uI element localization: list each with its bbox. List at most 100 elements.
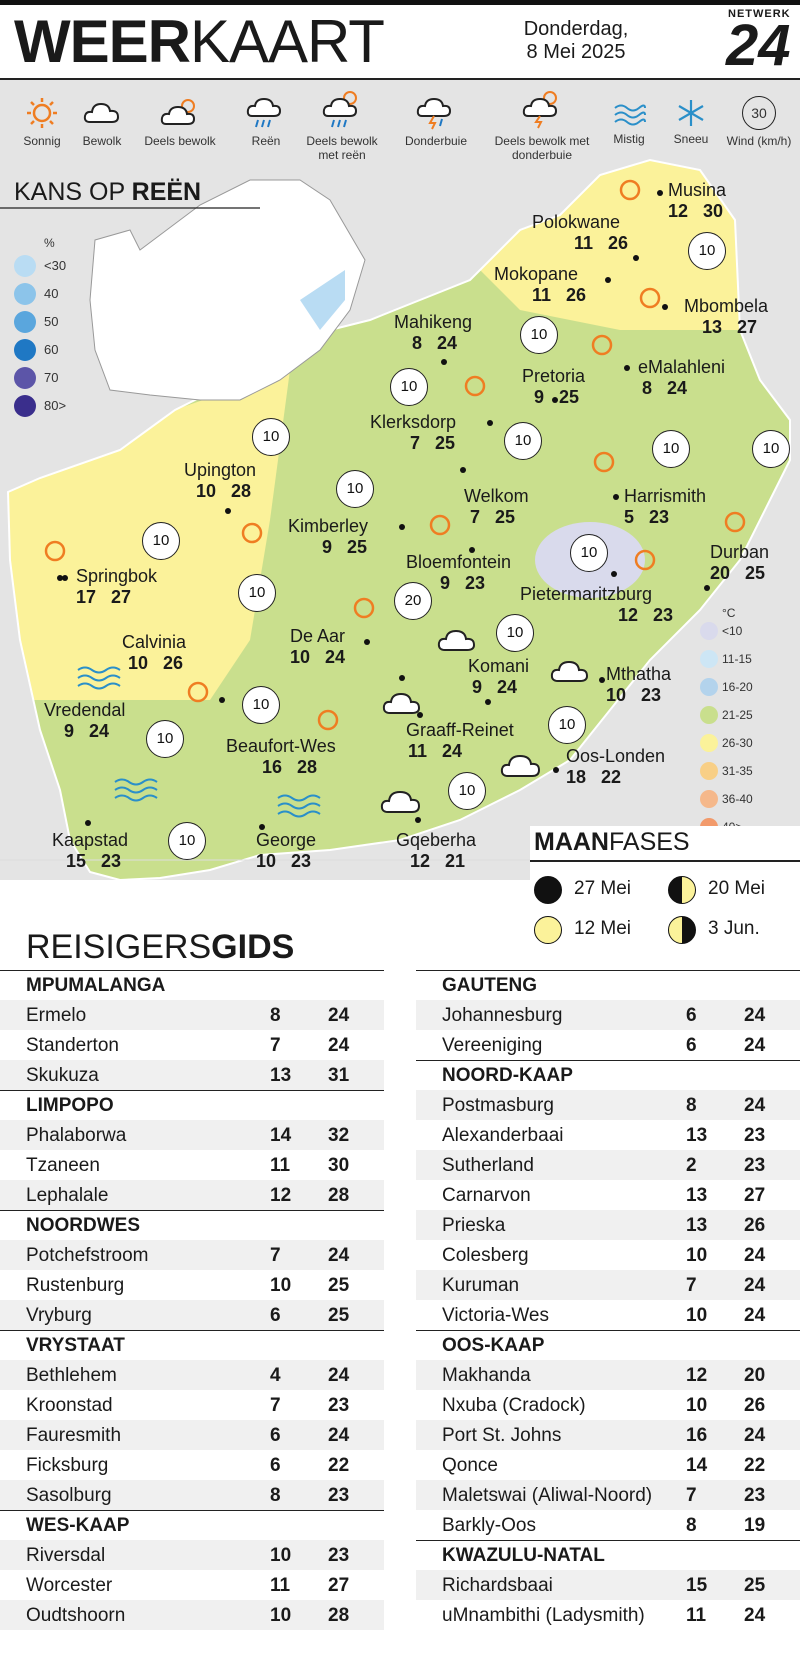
- max-temp: 24: [744, 1245, 766, 1266]
- max-temp: 25: [328, 1275, 350, 1296]
- min-temp: 13: [686, 1215, 708, 1236]
- min-temp: 6: [686, 1005, 697, 1026]
- max-temp: 25: [744, 1575, 766, 1596]
- max-temp: 27: [328, 1575, 350, 1596]
- temp-label: 21-25: [722, 708, 753, 722]
- town-name: Sutherland: [442, 1155, 534, 1176]
- town-name: Prieska: [442, 1215, 506, 1236]
- guide-row: Vryburg 6 25: [0, 1300, 384, 1330]
- guide-row: Kroonstad 7 23: [0, 1390, 384, 1420]
- town-name: Maletswai (Aliwal-Noord): [442, 1485, 653, 1506]
- min-temp: 8: [686, 1095, 697, 1116]
- city-durban: Durban 20 25: [710, 542, 770, 583]
- legend-wind: 30 Wind (km/h): [726, 96, 792, 148]
- town-name: Nxuba (Cradock): [442, 1395, 586, 1416]
- partly-cloudy-icon: [160, 99, 196, 125]
- max-temp: 23: [328, 1485, 350, 1506]
- guide-row: Colesberg 10 24: [416, 1240, 800, 1270]
- city-mokopane: Mokopane 11 26: [494, 264, 587, 305]
- town-name: Makhanda: [442, 1365, 531, 1386]
- city-harrismith: Harrismith 5 23: [624, 486, 707, 527]
- min-temp: 8: [270, 1485, 281, 1506]
- min-temp: 7: [270, 1035, 281, 1056]
- min-temp: 15: [686, 1575, 708, 1596]
- wind-marker: 10: [252, 418, 290, 456]
- max-temp: 24: [328, 1245, 350, 1266]
- min-temp: 10: [686, 1395, 708, 1416]
- legend-sun: Sonnig: [12, 96, 72, 148]
- temp-swatch: [700, 706, 718, 724]
- temp-swatch: [700, 734, 718, 752]
- guide-row: Sutherland 2 23: [416, 1150, 800, 1180]
- city-springbok: Springbok 17 27: [76, 566, 158, 607]
- town-name: Lephalale: [26, 1185, 109, 1206]
- guide-row: Standerton 7 24: [0, 1030, 384, 1060]
- max-temp: 25: [328, 1305, 350, 1326]
- city-graaff-reinet: Graaff-Reinet 11 24: [406, 720, 514, 761]
- legend-partly-cloudy-thunder: Deels bewolk met donderbuie: [490, 90, 594, 162]
- province-heading: OOS-KAAP: [416, 1330, 800, 1360]
- guide-row: Qonce 14 22: [416, 1450, 800, 1480]
- partly-cloudy-thunder-icon: [522, 91, 558, 129]
- legend-mist: Mistig: [602, 98, 656, 146]
- wind-marker: 10: [390, 368, 428, 406]
- guide-row: Fauresmith 6 24: [0, 1420, 384, 1450]
- guide-row: Victoria-Wes 10 24: [416, 1300, 800, 1330]
- min-temp: 6: [270, 1425, 281, 1446]
- guide-row: Worcester 11 27: [0, 1570, 384, 1600]
- rain-label: 50: [44, 314, 59, 329]
- wind-marker: 10: [504, 422, 542, 460]
- logo-number: 24: [726, 13, 791, 78]
- guide-title: REISIGERSGIDS: [26, 928, 295, 966]
- moon-phases-panel: MAANFASES 27 Mei 20 Mei 12 Mei 3 Jun.: [530, 826, 800, 954]
- town-name: Port St. Johns: [442, 1425, 562, 1446]
- logo-caption: NETWERK: [728, 8, 791, 20]
- max-temp: 24: [744, 1005, 766, 1026]
- guide-row: Lephalale 12 28: [0, 1180, 384, 1210]
- town-name: Bethlehem: [26, 1365, 117, 1386]
- weather-map: [0, 80, 800, 920]
- min-temp: 11: [270, 1575, 291, 1596]
- wind-marker: 10: [520, 316, 558, 354]
- min-temp: 10: [270, 1545, 292, 1566]
- max-temp: 24: [744, 1605, 766, 1626]
- city-pretoria: Pretoria 9 25: [522, 366, 586, 407]
- town-name: Sasolburg: [26, 1485, 112, 1506]
- moon-date: 12 Mei: [574, 918, 632, 939]
- wind-marker: 10: [752, 430, 790, 468]
- province-heading: WES-KAAP: [0, 1510, 384, 1540]
- city-upington: Upington 10 28: [184, 460, 257, 501]
- wind-marker: 10: [496, 614, 534, 652]
- min-temp: 16: [686, 1425, 708, 1446]
- max-temp: 24: [328, 1005, 350, 1026]
- min-temp: 8: [686, 1515, 697, 1536]
- guide-row: Ermelo 8 24: [0, 1000, 384, 1030]
- max-temp: 28: [328, 1185, 350, 1206]
- rain-swatch: [14, 339, 36, 361]
- city-pietermaritzburg: Pietermaritzburg 12 23: [520, 584, 674, 625]
- town-name: Kroonstad: [26, 1395, 113, 1416]
- wind-marker: 10: [548, 706, 586, 744]
- town-name: Carnarvon: [442, 1185, 531, 1206]
- town-name: Tzaneen: [26, 1155, 100, 1176]
- page-title: WEERKAART: [14, 8, 385, 75]
- temp-label: 11-15: [722, 652, 752, 666]
- mist-icon: [614, 104, 646, 126]
- guide-column-right: GAUTENG Johannesburg 6 24 Vereeniging 6 24 NOOR…: [416, 970, 800, 1630]
- partly-cloudy-rain-icon: [322, 91, 358, 128]
- guide-row: Postmasburg 8 24: [416, 1090, 800, 1120]
- max-temp: 30: [328, 1155, 350, 1176]
- min-temp: 7: [270, 1395, 281, 1416]
- town-name: Vryburg: [26, 1305, 92, 1326]
- min-temp: 7: [686, 1485, 697, 1506]
- min-temp: 6: [270, 1305, 281, 1326]
- guide-row: Tzaneen 11 30: [0, 1150, 384, 1180]
- first-quarter-icon: [668, 876, 696, 904]
- min-temp: 10: [686, 1245, 708, 1266]
- town-name: Postmasburg: [442, 1095, 554, 1116]
- max-temp: 32: [328, 1125, 350, 1146]
- town-name: Skukuza: [26, 1065, 99, 1086]
- city-calvinia: Calvinia 10 26: [122, 632, 187, 673]
- temp-swatch: [700, 762, 718, 780]
- wind-marker: 10: [652, 430, 690, 468]
